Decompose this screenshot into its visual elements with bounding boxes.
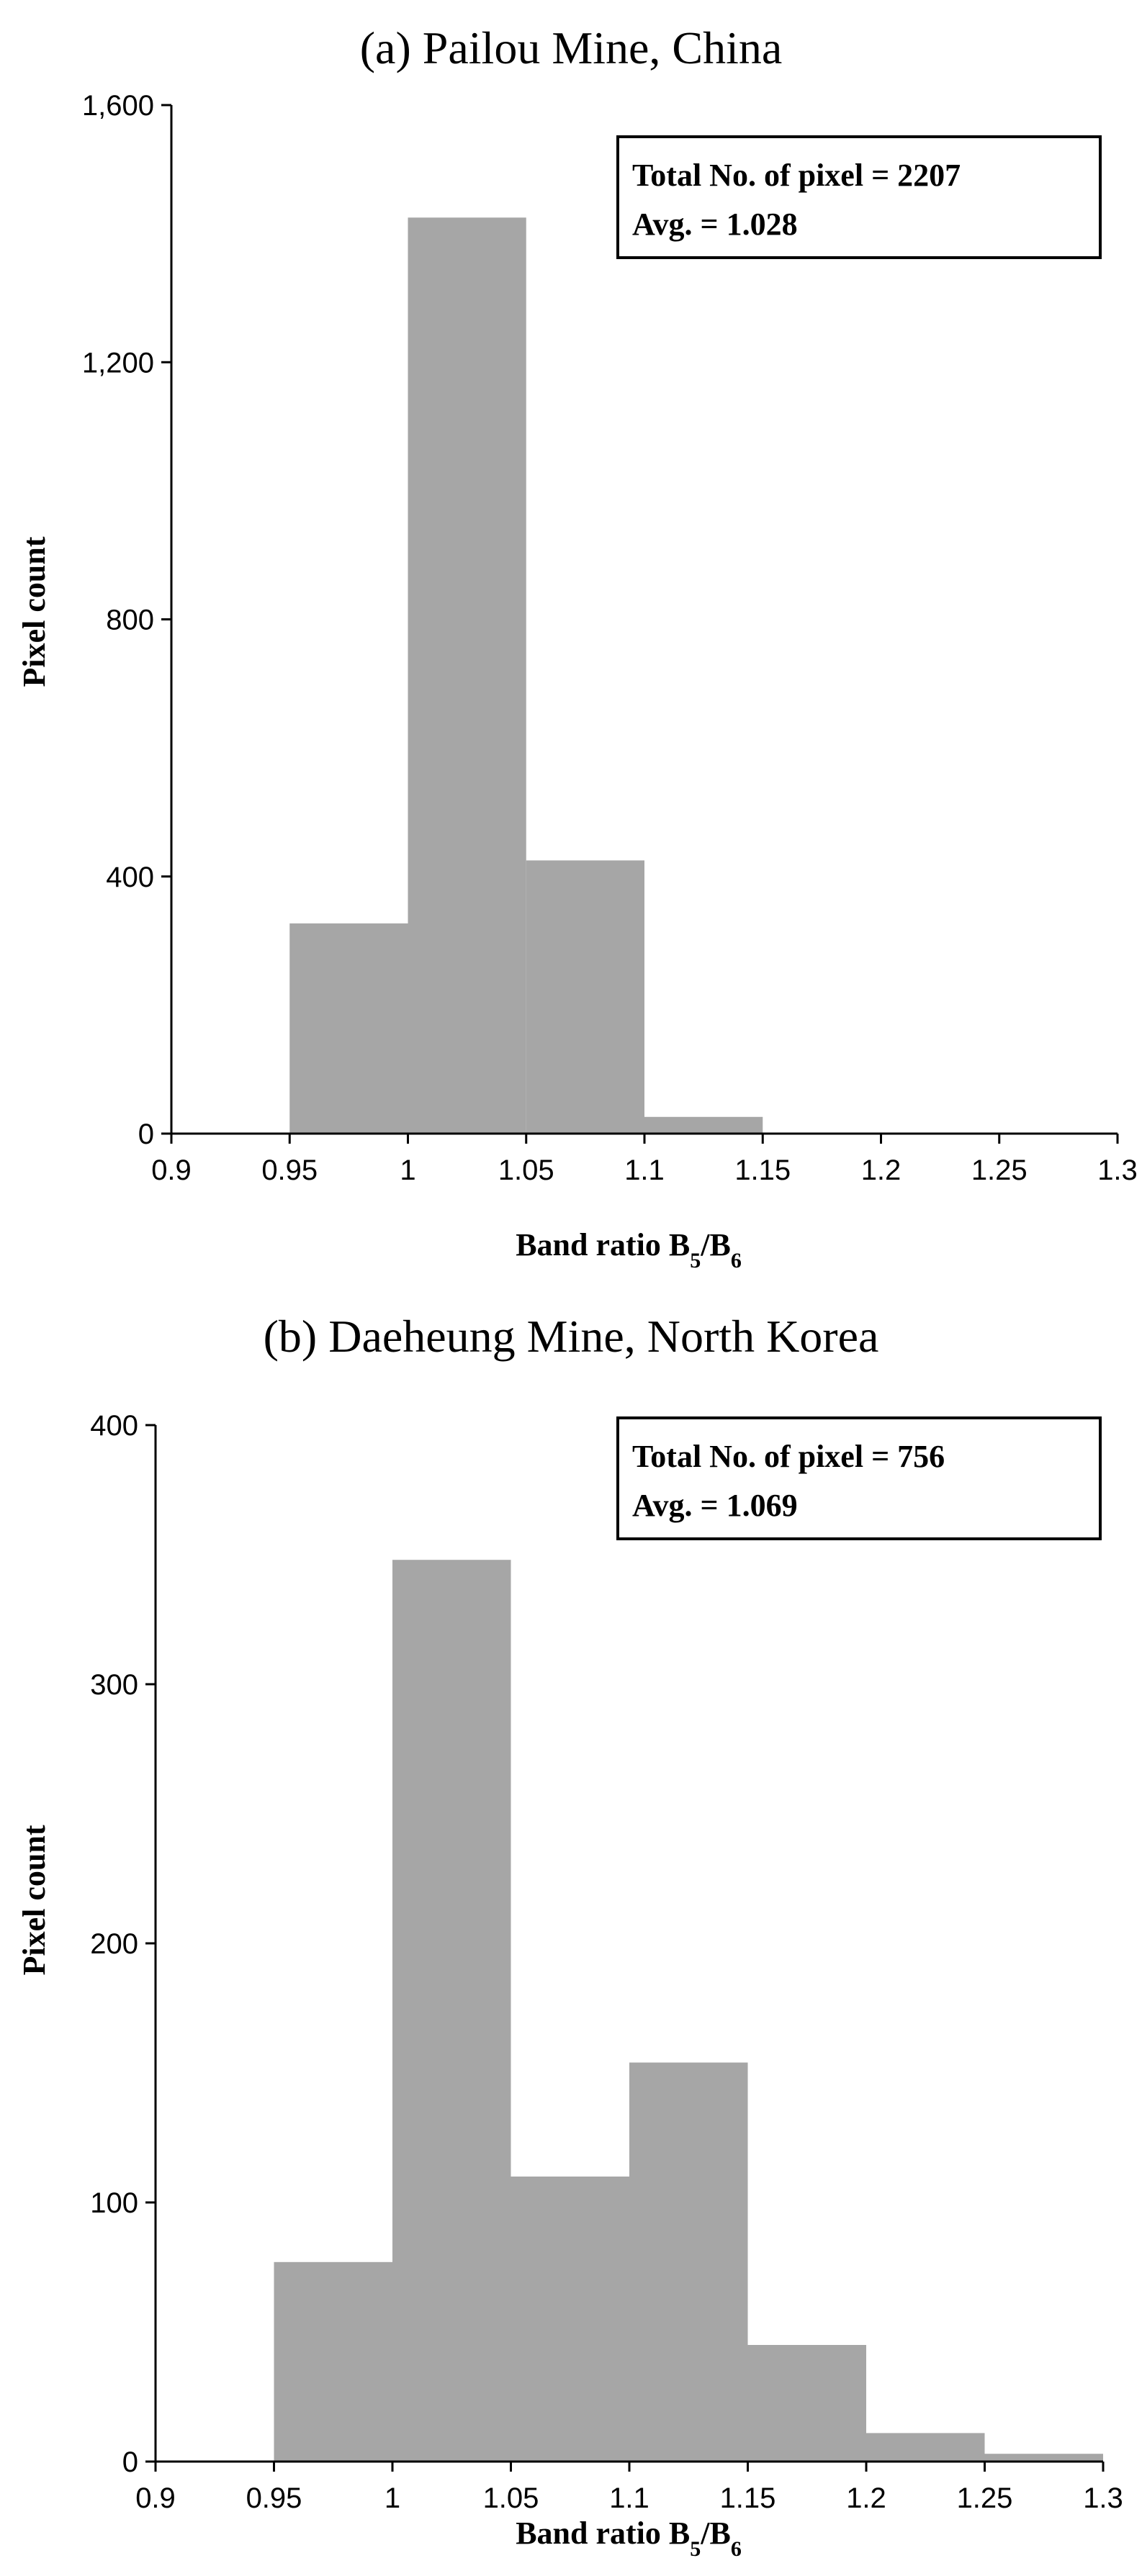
y-tick-label: 200: [90, 1928, 138, 1960]
chart-a-svg: (a) Pailou Mine, China Pixel count 0 400 8…: [17, 22, 1138, 1273]
histogram-bar-7: [984, 2454, 1103, 2462]
x-tick-label: 1.15: [734, 1154, 791, 1186]
plot-area: [170, 105, 1118, 1135]
x-tick-label: 1.3: [1083, 2482, 1123, 2514]
x-tick-label: 1.25: [971, 1154, 1028, 1186]
y-tick-label: 0: [138, 1118, 154, 1150]
x-axis-label: Band ratio B5/B6: [516, 1227, 742, 1273]
y-tick-label: 0: [122, 2446, 138, 2478]
histogram-bar-3: [526, 860, 644, 1134]
legend-box: Total No. of pixel = 2207 Avg. = 1.028: [616, 135, 1102, 259]
y-tick-label: 1,600: [82, 90, 154, 122]
plot-area: [154, 1425, 1103, 2463]
x-tick-label: 1.1: [624, 1154, 665, 1186]
histogram-bar-1: [274, 2261, 392, 2462]
ticks: 0 100 200 300 400 0.9 0.95 1 1.05 1.1 1.15 1.2 1.25 1…: [90, 1410, 1123, 2514]
x-axis-label: Band ratio B5/B6: [516, 2516, 742, 2561]
x-tick-label: 1.05: [483, 2482, 539, 2514]
histogram-bar-2: [392, 1560, 511, 2462]
y-tick-label: 400: [90, 1410, 138, 1442]
x-tick-label: 1.2: [861, 1154, 902, 1186]
histogram-bar-5: [747, 2345, 866, 2462]
chart-panel-b: (b) Daeheung Mine, North Korea Pixel cou…: [0, 1288, 1142, 2576]
legend-total: Total No. of pixel = 756: [632, 1439, 945, 1474]
histogram-bar-3: [511, 2177, 629, 2462]
histogram-bar-6: [866, 2433, 985, 2462]
x-tick-label: 0.95: [246, 2482, 302, 2514]
chart-b-svg: (b) Daeheung Mine, North Korea Pixel cou…: [17, 1311, 1123, 2561]
x-tick-label: 0.9: [135, 2482, 176, 2514]
legend-avg: Avg. = 1.069: [632, 1488, 798, 1523]
x-tick-label: 1.15: [720, 2482, 776, 2514]
ticks: 0 400 800 1,200 1,600 0.9 0.95 1 1.05 1.1 1.15 1.2 1…: [82, 90, 1138, 1186]
y-tick-label: 100: [90, 2187, 138, 2219]
x-tick-label: 1.1: [609, 2482, 649, 2514]
x-tick-label: 0.95: [261, 1154, 318, 1186]
legend-total: Total No. of pixel = 2207: [632, 158, 961, 193]
x-tick-label: 1.2: [846, 2482, 886, 2514]
y-tick-label: 1,200: [82, 347, 154, 379]
legend-box: Total No. of pixel = 756 Avg. = 1.069: [616, 1416, 1102, 1540]
x-tick-label: 0.9: [151, 1154, 192, 1186]
y-tick-label: 800: [106, 605, 154, 636]
y-axis-label: Pixel count: [17, 1825, 52, 1975]
y-tick-label: 400: [106, 862, 154, 893]
x-tick-label: 1: [400, 1154, 415, 1186]
y-tick-label: 300: [90, 1669, 138, 1701]
x-tick-label: 1.25: [957, 2482, 1013, 2514]
x-tick-label: 1.3: [1097, 1154, 1138, 1186]
histogram-bar-4: [629, 2062, 748, 2462]
chart-title: (b) Daeheung Mine, North Korea: [264, 1311, 879, 1362]
legend-avg: Avg. = 1.028: [632, 207, 798, 242]
histogram-bar-2: [408, 217, 526, 1134]
chart-title: (a) Pailou Mine, China: [360, 22, 783, 73]
histogram-bar-1: [289, 923, 408, 1134]
histogram-bar-4: [644, 1116, 763, 1134]
x-tick-label: 1.05: [498, 1154, 554, 1186]
y-axis-label: Pixel count: [17, 536, 52, 687]
chart-panel-a: (a) Pailou Mine, China Pixel count 0 400 8…: [17, 22, 1138, 1273]
x-tick-label: 1: [385, 2482, 400, 2514]
